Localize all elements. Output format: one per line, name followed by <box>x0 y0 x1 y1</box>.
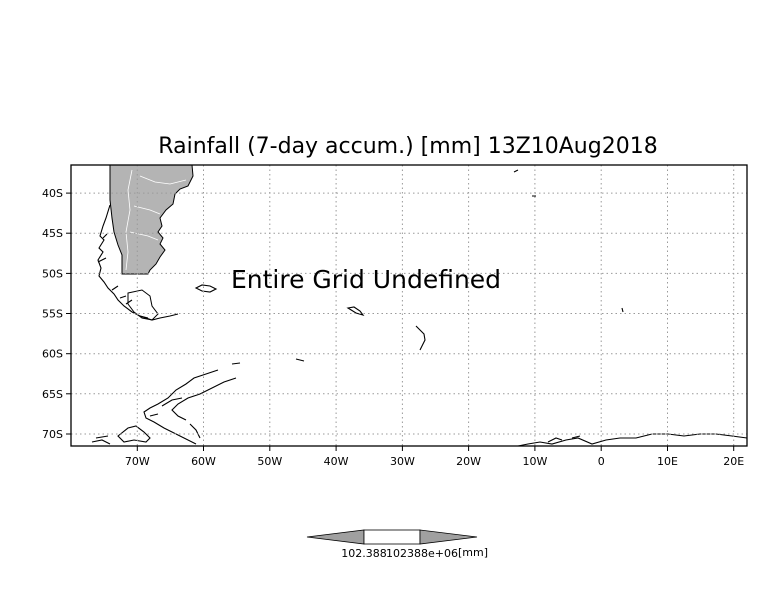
south-america-landmass <box>109 164 194 275</box>
lon-tick-label: 70W <box>125 455 150 468</box>
lat-tick-label: 55S <box>42 308 63 321</box>
grid-lines <box>71 165 747 446</box>
lat-tick-label: 70S <box>42 428 63 441</box>
colorbar-box <box>363 529 421 545</box>
map-title: Rainfall (7-day accum.) [mm] 13Z10Aug201… <box>158 134 657 159</box>
coastlines <box>91 169 748 447</box>
map-frame <box>70 164 748 447</box>
colorbar-right-arrow <box>419 529 478 545</box>
tierra-del-fuego <box>127 289 159 321</box>
colorbar: 102.388 102388e+06 [mm] <box>306 529 488 560</box>
lon-tick-label: 0 <box>598 455 605 468</box>
lon-tick-label: 20W <box>456 455 481 468</box>
land-layer <box>109 164 194 321</box>
lon-tick-label: 10E <box>657 455 678 468</box>
colorbar-units: [mm] <box>458 546 488 559</box>
longitude-axis: 70W 60W 50W 40W 30W 20W 10W 0 10E 20E <box>125 446 744 468</box>
lon-tick-label: 40W <box>324 455 349 468</box>
colorbar-label-right: 102388e+06 <box>386 547 458 560</box>
political-borders <box>125 169 187 271</box>
lon-tick-label: 10W <box>522 455 547 468</box>
lon-tick-label: 20E <box>723 455 744 468</box>
lat-tick-label: 50S <box>42 267 63 280</box>
lon-tick-label: 50W <box>257 455 282 468</box>
lat-tick-label: 65S <box>42 388 63 401</box>
colorbar-left-arrow <box>306 529 365 545</box>
lat-tick-label: 45S <box>42 227 63 240</box>
latitude-axis: 40S 45S 50S 55S 60S 65S 70S <box>42 187 71 441</box>
lon-tick-label: 60W <box>191 455 216 468</box>
colorbar-label-left: 102.388 <box>341 547 387 560</box>
grid-undefined-message: Entire Grid Undefined <box>231 265 501 294</box>
lon-tick-label: 30W <box>390 455 415 468</box>
lat-tick-label: 40S <box>42 187 63 200</box>
lat-tick-label: 60S <box>42 348 63 361</box>
